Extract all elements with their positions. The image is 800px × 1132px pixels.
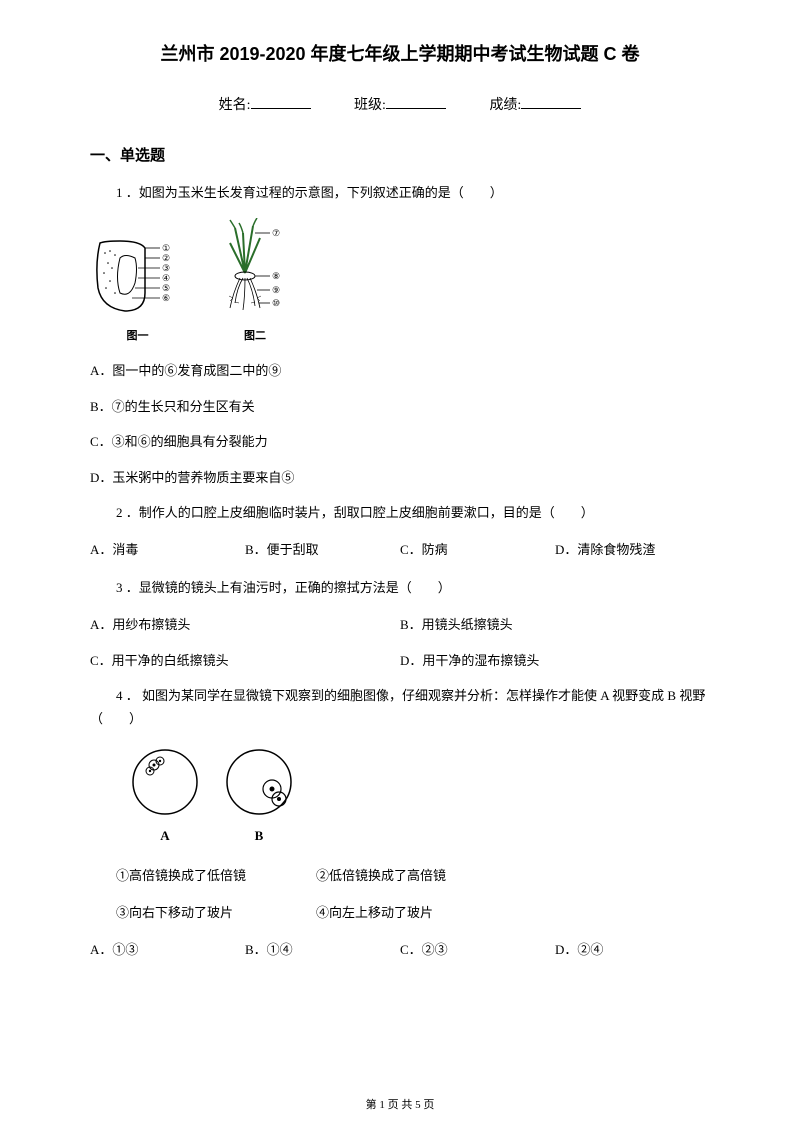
- q4-sub3: ③向右下移动了玻片: [116, 901, 316, 924]
- class-label: 班级:: [354, 98, 386, 113]
- q4-labelA: A: [130, 828, 200, 844]
- name-blank: [251, 108, 311, 109]
- q4-sub-row2: ③向右下移动了玻片 ④向左上移动了玻片: [116, 901, 710, 924]
- q1-fig1-caption: 图一: [90, 327, 185, 343]
- q2-options: A．消毒 B．便于刮取 C．防病 D．清除食物残渣: [90, 538, 710, 561]
- svg-text:⑥: ⑥: [162, 293, 170, 303]
- svg-text:①: ①: [162, 243, 170, 253]
- q4-options: A．①③ B．①④ C．②③ D．②④: [90, 938, 710, 961]
- info-line: 姓名: 班级: 成绩:: [90, 94, 710, 114]
- q1-text: 1 ．如图为玉米生长发育过程的示意图，下列叙述正确的是（ ）: [90, 181, 710, 204]
- q3-optA: A．用纱布擦镜头: [90, 613, 400, 636]
- q4-sub4: ④向左上移动了玻片: [316, 901, 516, 924]
- q3-optD: D．用干净的湿布擦镜头: [400, 649, 710, 672]
- svg-text:⑦: ⑦: [272, 228, 280, 238]
- page-title: 兰州市 2019-2020 年度七年级上学期期中考试生物试题 C 卷: [90, 40, 710, 66]
- q2-optC: C．防病: [400, 538, 555, 561]
- q1-fig2-caption: 图二: [215, 327, 295, 343]
- svg-text:⑨: ⑨: [272, 285, 280, 295]
- q4-optA: A．①③: [90, 938, 245, 961]
- q4-optC: C．②③: [400, 938, 555, 961]
- q3-optB: B．用镜头纸擦镜头: [400, 613, 710, 636]
- score-label: 成绩:: [489, 98, 521, 113]
- q1-figure2: ⑦ ⑧ ⑨ ⑩ 图二: [215, 218, 295, 343]
- q3-options-row2: C．用干净的白纸擦镜头 D．用干净的湿布擦镜头: [90, 649, 710, 672]
- q4-sub2: ②低倍镜换成了高倍镜: [316, 864, 516, 887]
- svg-text:④: ④: [162, 273, 170, 283]
- q4-optB: B．①④: [245, 938, 400, 961]
- section-header: 一、单选题: [90, 144, 710, 165]
- q4-text: 4 ． 如图为某同学在显微镜下观察到的细胞图像，仔细观察并分析：怎样操作才能使 …: [90, 684, 710, 731]
- svg-text:⑤: ⑤: [162, 283, 170, 293]
- q4-circle-a: A: [130, 747, 200, 844]
- q2-optB: B．便于刮取: [245, 538, 400, 561]
- svg-text:⑧: ⑧: [272, 271, 280, 281]
- q1-optB: B．⑦的生长只和分生区有关: [90, 395, 710, 418]
- q4-optD: D．②④: [555, 938, 710, 961]
- q3-text: 3 ．显微镜的镜头上有油污时，正确的擦拭方法是（ ）: [90, 576, 710, 599]
- svg-text:②: ②: [162, 253, 170, 263]
- svg-text:⑩: ⑩: [272, 298, 280, 308]
- q1-figures: ① ② ③ ④ ⑤ ⑥ 图一 ⑦ ⑧ ⑨ ⑩ 图二: [90, 218, 710, 343]
- q1-optD: D．玉米粥中的营养物质主要来自⑤: [90, 466, 710, 489]
- class-blank: [386, 108, 446, 109]
- q1-optA: A．图一中的⑥发育成图二中的⑨: [90, 359, 710, 382]
- q1-optC: C．③和⑥的细胞具有分裂能力: [90, 430, 710, 453]
- name-label: 姓名:: [219, 98, 251, 113]
- q4-sub1: ①高倍镜换成了低倍镜: [116, 864, 316, 887]
- q4-circle-b: B: [224, 747, 294, 844]
- svg-text:③: ③: [162, 263, 170, 273]
- q4-labelB: B: [224, 828, 294, 844]
- q4-figure: A B: [130, 747, 710, 844]
- score-blank: [521, 108, 581, 109]
- q3-options-row1: A．用纱布擦镜头 B．用镜头纸擦镜头: [90, 613, 710, 636]
- q4-sub-row1: ①高倍镜换成了低倍镜 ②低倍镜换成了高倍镜: [116, 864, 710, 887]
- q2-optA: A．消毒: [90, 538, 245, 561]
- q1-figure1: ① ② ③ ④ ⑤ ⑥ 图一: [90, 233, 185, 343]
- page-footer: 第 1 页 共 5 页: [0, 1096, 800, 1112]
- q2-optD: D．清除食物残渣: [555, 538, 710, 561]
- q2-text: 2 ．制作人的口腔上皮细胞临时装片，刮取口腔上皮细胞前要漱口，目的是（ ）: [90, 501, 710, 524]
- q3-optC: C．用干净的白纸擦镜头: [90, 649, 400, 672]
